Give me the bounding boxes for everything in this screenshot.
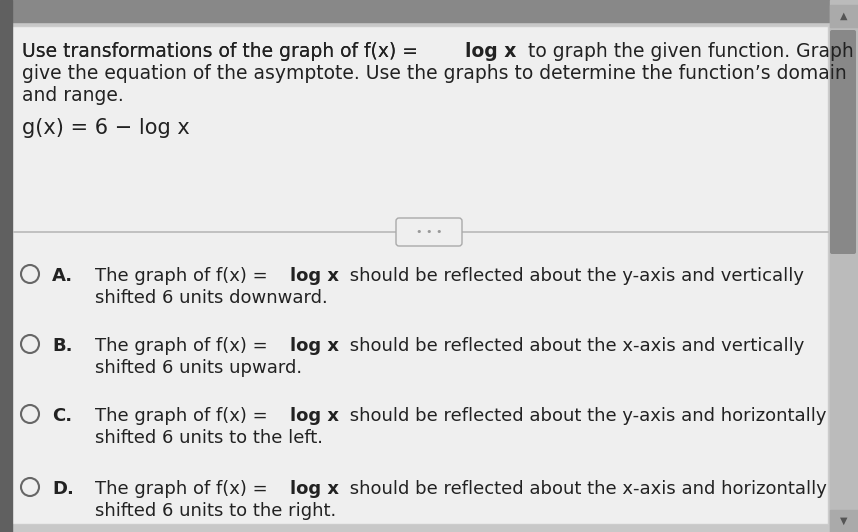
Text: g(x) = 6 − log x: g(x) = 6 − log x [22,118,190,138]
Text: A.: A. [52,267,73,285]
FancyBboxPatch shape [8,26,828,524]
Text: should be reflected about the x-axis and horizontally: should be reflected about the x-axis and… [344,480,827,498]
Text: and range.: and range. [22,86,124,105]
Text: shifted 6 units upward.: shifted 6 units upward. [95,359,302,377]
Bar [0,0,858,22]
FancyBboxPatch shape [830,30,856,254]
Text: Use transformations of the graph of f(x) =: Use transformations of the graph of f(x)… [22,42,424,61]
Text: The graph of f(x) =: The graph of f(x) = [95,267,274,285]
Text: C.: C. [52,407,72,425]
Bar [0,0,12,532]
Text: • • •: • • • [416,227,442,237]
Text: The graph of f(x) =: The graph of f(x) = [95,407,274,425]
Text: to graph the given function. Graph and: to graph the given function. Graph and [522,42,858,61]
Text: should be reflected about the y-axis and horizontally: should be reflected about the y-axis and… [344,407,826,425]
Text: should be reflected about the y-axis and vertically: should be reflected about the y-axis and… [344,267,804,285]
Bar [830,0,858,532]
Bar [830,5,858,27]
Bar [830,510,858,532]
Text: give the equation of the asymptote. Use the graphs to determine the function’s d: give the equation of the asymptote. Use … [22,64,847,83]
Text: B.: B. [52,337,72,355]
Text: D.: D. [52,480,74,498]
Text: Use transformations of the graph of f(x) =: Use transformations of the graph of f(x)… [22,42,424,61]
Text: log x: log x [465,42,517,61]
Text: shifted 6 units to the left.: shifted 6 units to the left. [95,429,323,447]
Text: log x: log x [290,267,339,285]
Text: log x: log x [290,407,339,425]
Text: The graph of f(x) =: The graph of f(x) = [95,480,274,498]
Text: ▲: ▲ [840,11,848,21]
Text: log x: log x [290,337,339,355]
Text: should be reflected about the x-axis and vertically: should be reflected about the x-axis and… [344,337,805,355]
Text: The graph of f(x) =: The graph of f(x) = [95,337,274,355]
FancyBboxPatch shape [396,218,462,246]
Text: log x: log x [290,480,339,498]
Text: shifted 6 units to the right.: shifted 6 units to the right. [95,502,336,520]
Text: shifted 6 units downward.: shifted 6 units downward. [95,289,328,307]
Text: ▼: ▼ [840,516,848,526]
